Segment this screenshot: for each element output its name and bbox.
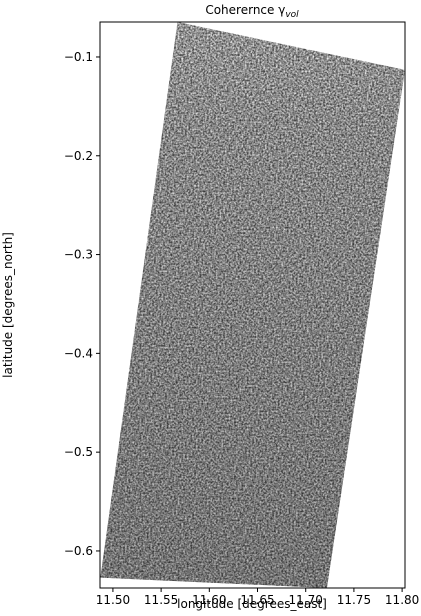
x-tick-label: 11.75	[337, 593, 371, 607]
y-tick-label: −0.1	[64, 50, 93, 64]
y-tick-label: −0.6	[64, 544, 93, 558]
y-axis-label: latitude [degrees_north]	[1, 232, 15, 378]
chart: Coherernce γvol 11.5011.5511.6011.6511.7…	[0, 0, 421, 612]
chart-title: Coherernce γvol	[205, 3, 299, 20]
x-tick-label: 11.55	[144, 593, 178, 607]
y-tick-label: −0.2	[64, 149, 93, 163]
x-axis-label: longitude [degrees_east]	[177, 597, 327, 611]
title-subscript: vol	[285, 10, 299, 20]
image-texture	[100, 22, 405, 588]
x-tick-label: 11.80	[385, 593, 419, 607]
y-tick-label: −0.5	[64, 445, 93, 459]
title-text: Coherernce γ	[205, 3, 285, 17]
y-tick-label: −0.4	[64, 346, 93, 360]
x-tick-label: 11.50	[96, 593, 130, 607]
y-tick-label: −0.3	[64, 248, 93, 262]
